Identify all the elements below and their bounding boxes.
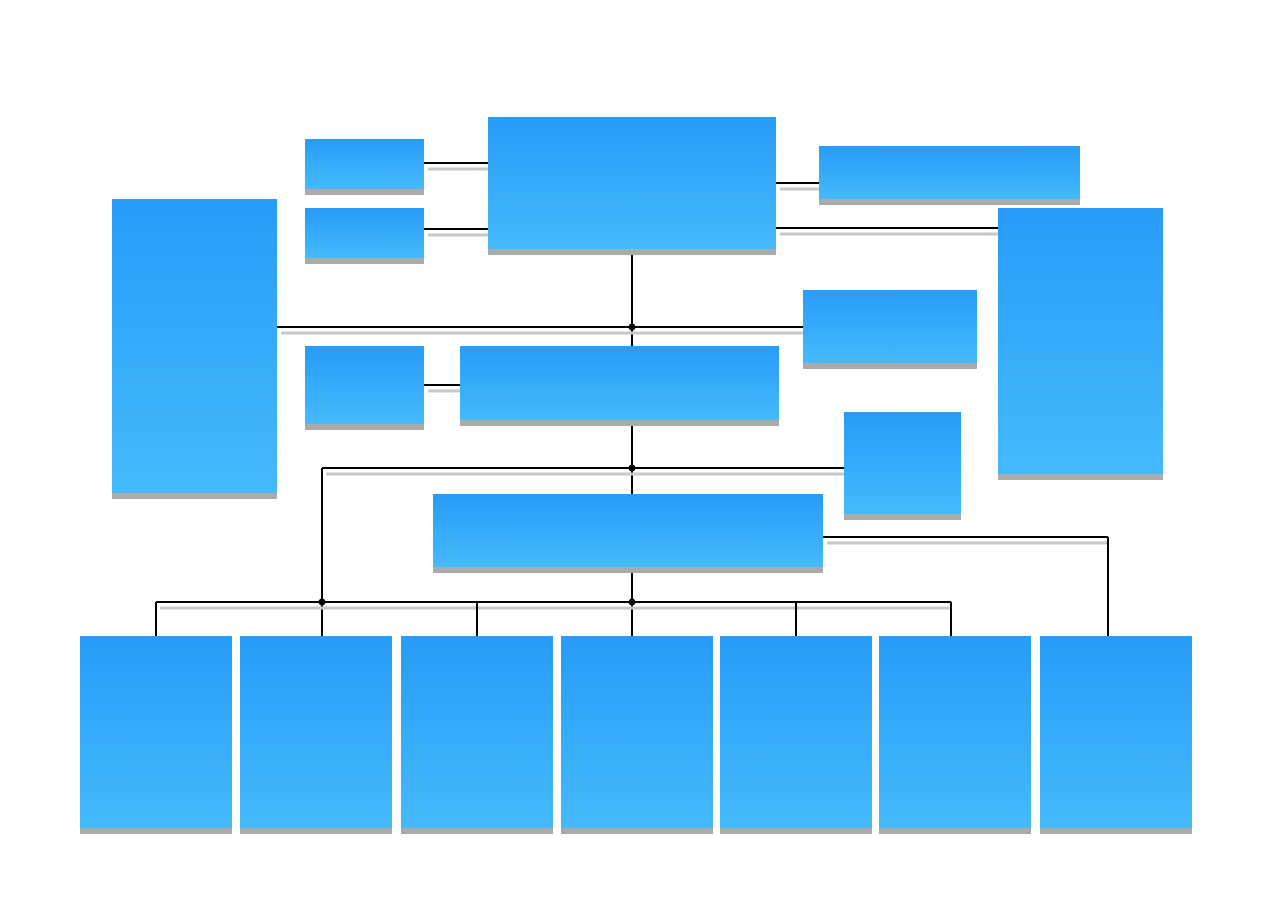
box-fill (305, 208, 424, 258)
box-mid-right (803, 290, 977, 369)
box-top-right (819, 146, 1080, 205)
box-bottom-4 (561, 636, 713, 834)
box-fill (879, 636, 1031, 828)
box-fill (240, 636, 392, 828)
box-top-left-1 (305, 139, 424, 195)
box-fill (460, 346, 779, 420)
box-bottom-2 (240, 636, 392, 834)
box-mid-center (460, 346, 779, 426)
box-mid-left-small (305, 346, 424, 430)
junction-dot (318, 598, 326, 606)
box-fill (844, 412, 961, 514)
box-bottom-3 (401, 636, 553, 834)
box-left-tall (112, 199, 277, 499)
box-fill (720, 636, 872, 828)
box-fill (561, 636, 713, 828)
junction-dot (628, 464, 636, 472)
box-top-left-2 (305, 208, 424, 264)
box-bottom-7 (1040, 636, 1192, 834)
box-fill (819, 146, 1080, 199)
box-fill (488, 117, 776, 249)
junction-dot (628, 598, 636, 606)
box-right-tall (998, 208, 1163, 480)
box-side-small (844, 412, 961, 520)
box-fill (305, 346, 424, 424)
boxes (80, 117, 1192, 834)
connectors (155, 162, 1109, 636)
box-fill (112, 199, 277, 493)
box-fill (998, 208, 1163, 474)
junction-dot (628, 323, 636, 331)
box-fill (803, 290, 977, 363)
box-fill (401, 636, 553, 828)
box-root (488, 117, 776, 255)
box-bottom-5 (720, 636, 872, 834)
box-fill (433, 494, 823, 567)
box-fill (1040, 636, 1192, 828)
box-fill (305, 139, 424, 189)
box-bottom-6 (879, 636, 1031, 834)
box-bottom-1 (80, 636, 232, 834)
box-lower-center (433, 494, 823, 573)
box-fill (80, 636, 232, 828)
